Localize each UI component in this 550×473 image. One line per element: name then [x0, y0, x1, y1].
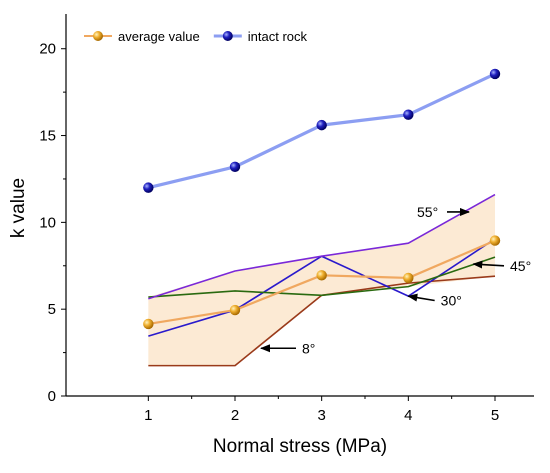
annotation-label-2: 45°	[510, 258, 531, 274]
legend-label: intact rock	[248, 29, 308, 44]
legend-label: average value	[118, 29, 200, 44]
series-point-1-0	[143, 182, 154, 193]
x-axis-title: Normal stress (MPa)	[213, 436, 387, 457]
series-line-5	[148, 193, 496, 300]
annotation-arrow-1	[407, 293, 435, 302]
series-point-0-1	[229, 304, 241, 316]
y-tick-label: 20	[39, 41, 56, 58]
y-tick-label: 15	[39, 128, 56, 145]
series-point-1-2	[316, 119, 327, 131]
legend-swatch-marker	[93, 31, 103, 41]
x-tick-label: 5	[491, 407, 499, 424]
x-tick-label: 3	[317, 407, 325, 424]
annotation-label-3: 55°	[417, 204, 438, 220]
legend: average value intact rock	[84, 29, 308, 44]
series-point-0-2	[316, 270, 327, 281]
x-tick-label: 2	[231, 407, 239, 424]
series-layer	[143, 68, 501, 367]
annotation-label-1: 30°	[441, 293, 462, 309]
legend-swatch-marker	[222, 31, 233, 41]
series-point-0-0	[143, 318, 154, 330]
annotations: 8° 30° 45° 55°	[260, 204, 531, 356]
series-point-1-4	[489, 68, 501, 80]
series-point-0-4	[489, 235, 501, 246]
series-point-0-3	[403, 272, 414, 284]
axes: 1 2 3 4 5 0 5 10 15 20	[39, 14, 534, 424]
x-tick-label: 4	[404, 407, 412, 424]
y-tick-label: 5	[48, 301, 56, 318]
series-line-4	[148, 256, 496, 298]
x-tick-label: 1	[144, 407, 152, 424]
y-tick-label: 10	[39, 214, 56, 231]
annotation-label-0: 8°	[302, 340, 315, 356]
y-tick-label: 0	[48, 388, 56, 405]
series-point-1-3	[403, 109, 414, 120]
annotation-arrow-2	[472, 260, 505, 269]
series-line-1	[147, 72, 496, 190]
series-point-1-1	[229, 161, 241, 172]
y-axis-title: k value	[8, 178, 29, 238]
